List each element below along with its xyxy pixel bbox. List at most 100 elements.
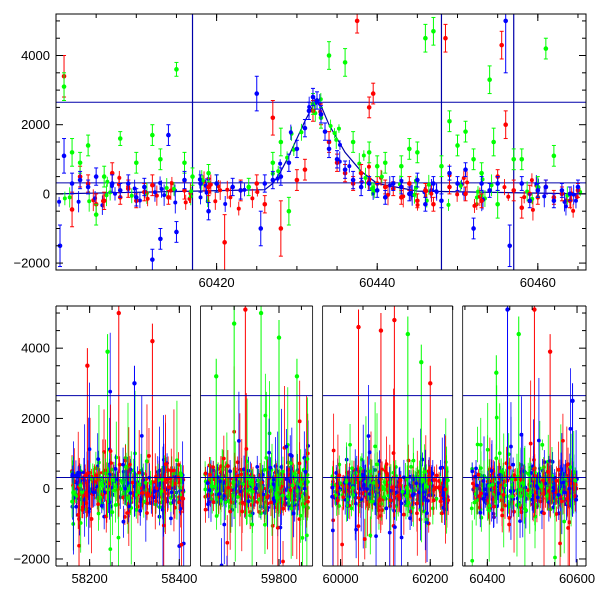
bottom-noise-point bbox=[284, 477, 289, 482]
bottom-noise-point bbox=[108, 547, 113, 552]
bottom-noise-point bbox=[511, 462, 516, 467]
top-point-blue bbox=[262, 181, 268, 186]
top-noise-point bbox=[529, 178, 534, 183]
bottom-noise-point bbox=[527, 493, 532, 498]
top-point-green bbox=[423, 35, 428, 41]
top-noise-point bbox=[366, 164, 371, 169]
bottom-spike-point bbox=[116, 310, 121, 316]
top-panel: 60420 60440 60460 −2000 0 2000 4000 bbox=[13, 13, 587, 290]
bottom-noise-point bbox=[523, 506, 527, 511]
top-point-blue bbox=[258, 226, 264, 231]
bottom-noise-point bbox=[544, 493, 549, 498]
bottom-noise-point bbox=[116, 535, 121, 540]
top-point-blue bbox=[302, 125, 308, 131]
top-point-blue bbox=[366, 181, 372, 186]
top-point-blue bbox=[206, 208, 211, 214]
bottom-noise-point bbox=[126, 504, 131, 509]
top-point-blue bbox=[310, 94, 316, 100]
bottom-noise-point bbox=[110, 510, 115, 515]
bottom-noise-point bbox=[274, 496, 279, 500]
top-point-green bbox=[399, 163, 404, 169]
bottom-spike-point bbox=[378, 328, 384, 333]
bottom-noise-point bbox=[518, 519, 522, 524]
top-noise-point bbox=[275, 176, 280, 181]
top-y-tick-label: 2000 bbox=[21, 117, 50, 132]
bottom-noise-point bbox=[556, 467, 561, 472]
bottom-noise-point bbox=[478, 510, 483, 515]
bottom-noise-point bbox=[96, 502, 100, 507]
bottom-noise-point bbox=[143, 480, 148, 485]
bottom-y-tick-label: 4000 bbox=[21, 341, 50, 356]
top-point-red bbox=[423, 188, 428, 193]
bottom-noise-point bbox=[133, 451, 137, 456]
bottom-noise-point bbox=[563, 490, 567, 495]
bottom-noise-point bbox=[475, 442, 480, 447]
bottom-noise-point bbox=[255, 464, 260, 469]
bottom-noise-point bbox=[235, 495, 240, 499]
top-point-blue bbox=[334, 156, 340, 162]
bottom-noise-point bbox=[397, 496, 402, 501]
bottom-noise-point bbox=[484, 492, 488, 497]
top-point-blue bbox=[382, 195, 388, 200]
bottom-noise-point bbox=[356, 524, 361, 529]
top-point-blue bbox=[543, 184, 549, 190]
bottom-noise-point bbox=[225, 540, 230, 545]
top-point-red bbox=[262, 201, 268, 207]
top-noise-point bbox=[204, 190, 209, 195]
top-noise-point bbox=[455, 192, 460, 197]
top-x-tick-label: 60420 bbox=[199, 275, 235, 290]
bottom-noise-point bbox=[256, 478, 260, 483]
bottom-noise-point bbox=[147, 454, 151, 458]
bottom-noise-point bbox=[281, 469, 285, 474]
top-noise-point bbox=[197, 177, 202, 182]
bottom-noise-point bbox=[71, 491, 76, 496]
bottom-noise-point bbox=[410, 488, 414, 493]
top-noise-point bbox=[458, 183, 463, 188]
top-point-red bbox=[69, 207, 75, 212]
bottom-noise-point bbox=[139, 433, 144, 438]
bottom-noise-point bbox=[208, 472, 213, 477]
bottom-noise-point bbox=[222, 522, 227, 527]
bottom-noise-point bbox=[492, 504, 496, 509]
top-point-green bbox=[206, 170, 211, 176]
top-point-blue bbox=[174, 229, 179, 235]
bottom-noise-point bbox=[330, 528, 335, 533]
bottom-noise-point bbox=[487, 503, 492, 508]
top-point-red bbox=[294, 177, 300, 183]
bottom-noise-point bbox=[434, 473, 439, 478]
top-point-blue bbox=[390, 181, 396, 186]
bottom-noise-point bbox=[353, 471, 358, 475]
bottom-noise-point bbox=[203, 471, 208, 476]
bottom-noise-point bbox=[169, 516, 173, 521]
bottom-noise-point bbox=[349, 506, 354, 511]
top-point-blue bbox=[69, 181, 75, 186]
top-noise-point bbox=[213, 199, 218, 204]
bottom-spike-point bbox=[105, 349, 110, 354]
bottom-noise-point bbox=[554, 512, 559, 516]
bottom-noise-point bbox=[384, 506, 389, 511]
bottom-noise-point bbox=[77, 543, 82, 548]
bottom-noise-point bbox=[128, 467, 133, 472]
bottom-noise-point bbox=[271, 482, 276, 486]
bottom-plot-area bbox=[56, 306, 586, 566]
top-noise-point bbox=[218, 188, 223, 193]
top-noise-point bbox=[571, 208, 576, 213]
bottom-spike-point bbox=[505, 307, 510, 312]
top-noise-point bbox=[225, 187, 230, 192]
bottom-noise-point bbox=[145, 511, 149, 515]
bottom-noise-point bbox=[97, 495, 102, 500]
bottom-noise-point bbox=[373, 444, 377, 449]
top-point-green bbox=[182, 160, 187, 166]
top-point-green bbox=[150, 132, 155, 138]
top-point-red bbox=[479, 198, 484, 204]
bottom-noise-point bbox=[487, 483, 492, 488]
bottom-noise-point bbox=[367, 492, 372, 496]
top-point-blue bbox=[117, 188, 123, 193]
top-point-blue bbox=[254, 91, 260, 96]
bottom-axes: 58200 58400 59800 60000 60200 60400 60600 −2000… bbox=[13, 305, 595, 586]
bottom-noise-point bbox=[304, 533, 309, 538]
top-point-red bbox=[206, 184, 211, 190]
bottom-noise-point bbox=[174, 490, 179, 495]
